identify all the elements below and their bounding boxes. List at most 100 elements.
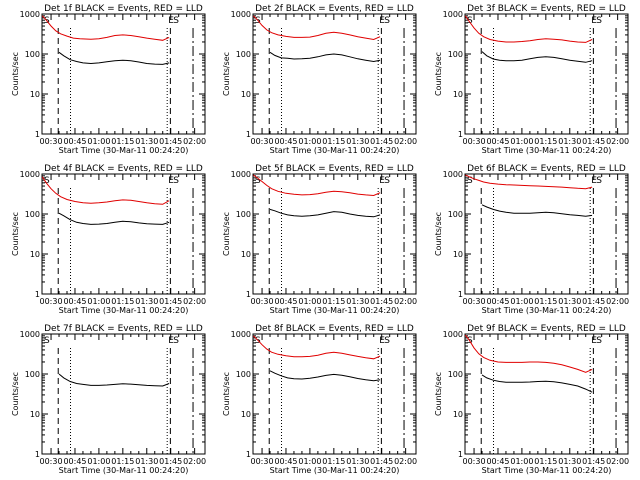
series-line-events	[269, 370, 381, 382]
y-tick-label: 1000	[231, 330, 251, 339]
x-tick-label: 01:15	[534, 457, 557, 466]
y-tick-label: 10	[453, 250, 463, 259]
y-tick-label: 1	[458, 450, 463, 459]
series-line-events	[58, 51, 170, 65]
x-tick-label: 02:00	[394, 457, 417, 466]
x-tick-label: 01:30	[346, 137, 369, 146]
plot-frame	[41, 333, 206, 455]
x-tick-label: 01:00	[298, 457, 321, 466]
x-tick-label: 01:30	[558, 297, 581, 306]
x-tick-label: 00:45	[486, 457, 509, 466]
series-line-lld	[41, 176, 170, 205]
x-tick-label: 01:30	[346, 297, 369, 306]
x-tick-label: 00:45	[486, 137, 509, 146]
y-tick-label: 1000	[231, 10, 251, 19]
y-tick-label: 10	[30, 90, 40, 99]
y-tick-label: 1	[35, 290, 40, 299]
panel-det-3: Det 3f BLACK = Events, RED = LLD 1 10 100 10…	[434, 4, 629, 155]
x-tick-label: 02:00	[183, 457, 206, 466]
x-tick-label: 01:00	[298, 137, 321, 146]
eclipse-marker: E	[379, 16, 385, 26]
plot-frame	[252, 13, 417, 135]
series-line-lld	[465, 174, 593, 190]
saa-marker-right: S	[596, 336, 602, 346]
x-tick-label: 00:30	[463, 457, 486, 466]
saa-marker-left: S	[255, 176, 261, 186]
eclipse-marker: E	[591, 336, 597, 346]
x-tick-label: 01:15	[111, 457, 134, 466]
x-tick-label: 00:45	[63, 457, 86, 466]
x-tick-label: 00:45	[274, 297, 297, 306]
x-tick-label: 00:30	[251, 457, 274, 466]
series-line-lld	[41, 15, 170, 41]
y-tick-label: 100	[25, 50, 40, 59]
x-axis-label: Start Time (30-Mar-11 00:24:20)	[482, 466, 612, 475]
x-tick-label: 02:00	[183, 137, 206, 146]
y-axis-label: Counts/sec	[11, 372, 20, 416]
x-tick-label: 01:45	[370, 457, 393, 466]
x-tick-label: 01:45	[159, 137, 182, 146]
y-axis-label: Counts/sec	[222, 52, 231, 96]
x-tick-label: 01:15	[111, 137, 134, 146]
x-tick-label: 01:45	[582, 457, 605, 466]
x-axis-label: Start Time (30-Mar-11 00:24:20)	[482, 306, 612, 315]
x-tick-label: 01:30	[558, 137, 581, 146]
x-tick-label: 01:00	[510, 137, 533, 146]
y-tick-label: 1000	[443, 170, 463, 179]
series-line-events	[481, 51, 593, 63]
panel-title: Det 4f BLACK = Events, RED = LLD	[44, 164, 203, 174]
series-line-events	[58, 373, 170, 387]
series-line-events	[481, 374, 593, 393]
y-axis-label: Counts/sec	[222, 372, 231, 416]
y-tick-label: 100	[448, 370, 463, 379]
panel-det-6: Det 6f BLACK = Events, RED = LLD 1 10 100 10…	[434, 164, 629, 315]
saa-marker-right: S	[596, 16, 602, 26]
y-tick-label: 10	[241, 90, 251, 99]
x-tick-label: 00:30	[40, 297, 63, 306]
y-tick-label: 1000	[20, 10, 40, 19]
y-tick-label: 10	[453, 90, 463, 99]
panel-title: Det 3f BLACK = Events, RED = LLD	[467, 4, 626, 14]
panel-title: Det 7f BLACK = Events, RED = LLD	[44, 324, 203, 334]
y-tick-label: 10	[30, 410, 40, 419]
y-tick-label: 100	[236, 210, 251, 219]
saa-marker-right: S	[384, 176, 390, 186]
panel-det-1: Det 1f BLACK = Events, RED = LLD 1 10 100 10…	[11, 4, 206, 155]
x-tick-label: 00:30	[251, 297, 274, 306]
y-tick-label: 1	[246, 450, 251, 459]
y-tick-label: 10	[241, 250, 251, 259]
y-tick-label: 1	[458, 130, 463, 139]
x-tick-label: 02:00	[606, 297, 629, 306]
series-line-events	[269, 208, 381, 218]
x-tick-label: 01:45	[159, 457, 182, 466]
saa-marker-right: S	[596, 176, 602, 186]
plot-frame	[252, 333, 417, 455]
eclipse-marker: E	[168, 176, 174, 186]
x-axis-label: Start Time (30-Mar-11 00:24:20)	[482, 146, 612, 155]
plot-frame	[252, 173, 417, 295]
x-tick-label: 01:15	[322, 297, 345, 306]
x-axis-label: Start Time (30-Mar-11 00:24:20)	[270, 146, 400, 155]
x-tick-label: 01:15	[534, 297, 557, 306]
x-tick-label: 01:00	[87, 457, 110, 466]
y-tick-label: 1000	[443, 330, 463, 339]
plot-frame	[464, 173, 629, 295]
saa-marker-right: S	[173, 16, 179, 26]
x-tick-label: 00:45	[63, 297, 86, 306]
x-tick-label: 02:00	[606, 137, 629, 146]
eclipse-marker: E	[379, 336, 385, 346]
x-tick-label: 01:45	[582, 297, 605, 306]
y-tick-label: 10	[453, 410, 463, 419]
y-tick-label: 1000	[20, 170, 40, 179]
x-axis-label: Start Time (30-Mar-11 00:24:20)	[59, 306, 189, 315]
y-tick-label: 1	[246, 290, 251, 299]
x-axis-label: Start Time (30-Mar-11 00:24:20)	[59, 466, 189, 475]
y-tick-label: 1	[246, 130, 251, 139]
x-tick-label: 01:15	[534, 137, 557, 146]
saa-marker-right: S	[384, 336, 390, 346]
y-axis-label: Counts/sec	[434, 212, 443, 256]
y-tick-label: 1000	[231, 170, 251, 179]
eclipse-marker: E	[591, 16, 597, 26]
panel-title: Det 6f BLACK = Events, RED = LLD	[467, 164, 626, 174]
